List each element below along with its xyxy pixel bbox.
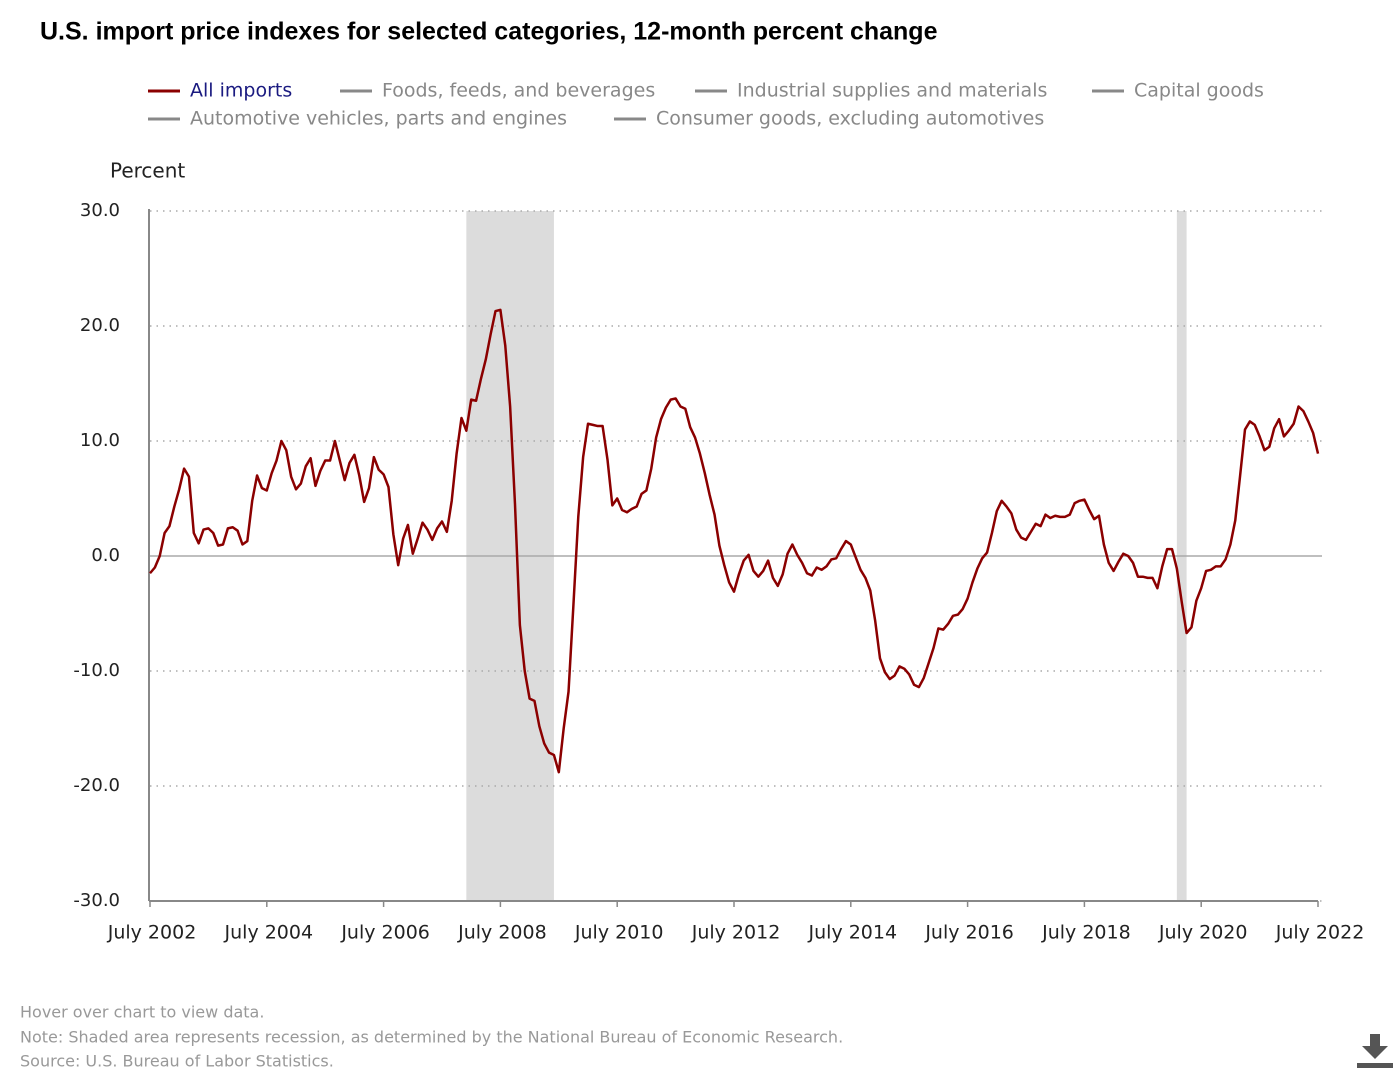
- chart-title: U.S. import price indexes for selected c…: [40, 18, 938, 46]
- x-tick-label: July 2004: [224, 922, 314, 944]
- x-tick-label: July 2018: [1041, 922, 1131, 944]
- note: Note: Shaded area represents recession, …: [20, 1028, 843, 1047]
- note: Hover over chart to view data.: [20, 1003, 264, 1022]
- data-line: [149, 308, 1320, 774]
- legend-item[interactable]: Industrial supplies and materials: [695, 80, 1047, 102]
- x-tick-label: July 2016: [924, 922, 1014, 944]
- x-tick-label: July 2022: [1275, 922, 1365, 944]
- y-tick-label: 0.0: [91, 545, 120, 566]
- legend-label: Foods, feeds, and beverages: [382, 80, 655, 102]
- y-tick-label: -20.0: [73, 775, 120, 796]
- note: Source: U.S. Bureau of Labor Statistics.: [20, 1052, 334, 1071]
- y-tick-label: -30.0: [73, 890, 120, 911]
- x-tick-label: July 2010: [574, 922, 664, 944]
- legend-label: All imports: [190, 80, 292, 102]
- legend-item[interactable]: All imports: [148, 80, 292, 102]
- x-tick-label: July 2012: [691, 922, 781, 944]
- legend-item[interactable]: Capital goods: [1092, 80, 1264, 102]
- x-tick-label: July 2002: [107, 922, 197, 944]
- legend-item[interactable]: Consumer goods, excluding automotives: [614, 108, 1044, 130]
- legend-item[interactable]: Automotive vehicles, parts and engines: [148, 108, 567, 130]
- x-tick-label: July 2008: [457, 922, 547, 944]
- x-tick-label: July 2020: [1158, 922, 1248, 944]
- x-tick-label: July 2014: [808, 922, 898, 944]
- download-button[interactable]: [1356, 1032, 1394, 1070]
- x-tick-label: July 2006: [340, 922, 430, 944]
- y-axis-label: Percent: [110, 159, 185, 183]
- legend-item[interactable]: Foods, feeds, and beverages: [340, 80, 655, 102]
- legend-label: Capital goods: [1134, 80, 1264, 102]
- y-tick-label: 30.0: [80, 200, 120, 221]
- legend-label: Industrial supplies and materials: [737, 80, 1047, 102]
- y-tick-label: 20.0: [80, 315, 120, 336]
- legend-label: Consumer goods, excluding automotives: [656, 108, 1044, 130]
- legend-label: Automotive vehicles, parts and engines: [190, 108, 567, 130]
- y-tick-label: 10.0: [80, 430, 120, 451]
- y-tick-label: -10.0: [73, 660, 120, 681]
